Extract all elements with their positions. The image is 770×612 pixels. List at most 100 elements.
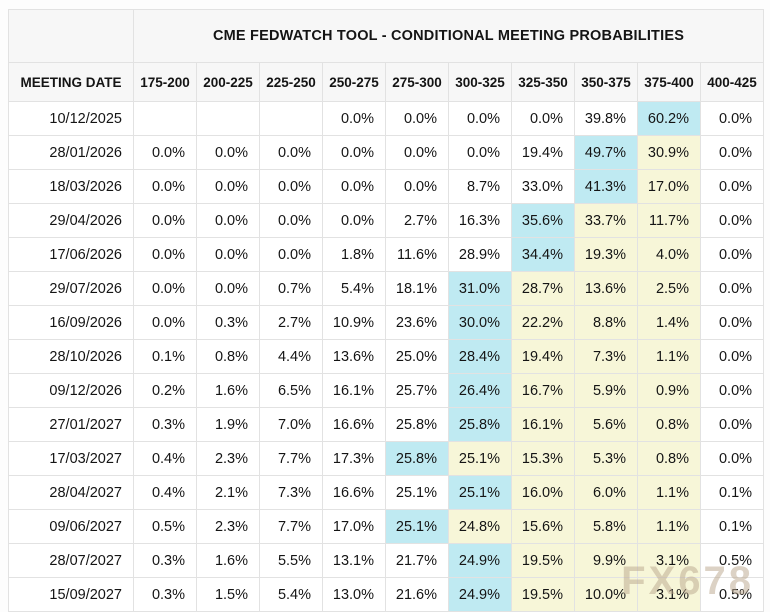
rate-bucket-header: 175-200	[133, 62, 197, 102]
meeting-date-cell: 17/06/2026	[8, 237, 134, 272]
probability-cell: 0.0%	[699, 237, 765, 272]
rate-bucket-header: 250-275	[322, 62, 386, 102]
probability-cell: 25.1%	[448, 475, 512, 510]
probability-cell: 0.0%	[133, 203, 197, 238]
probability-cell: 17.0%	[637, 169, 701, 204]
probability-cell: 15.6%	[511, 509, 575, 544]
probability-cell: 0.0%	[259, 203, 323, 238]
probability-cell: 13.1%	[322, 543, 386, 578]
probability-cell: 0.1%	[699, 509, 765, 544]
probability-cell: 6.0%	[574, 475, 638, 510]
probability-cell: 21.7%	[385, 543, 449, 578]
probability-cell: 10.0%	[574, 577, 638, 612]
probability-cell: 60.2%	[637, 101, 701, 136]
probability-cell: 8.8%	[574, 305, 638, 340]
table-row: 28/10/2026 0.1% 0.8% 4.4% 13.6% 25.0% 28.4% 19.…	[8, 339, 765, 374]
probability-cell: 16.7%	[511, 373, 575, 408]
table-row: 28/07/2027 0.3% 1.6% 5.5% 13.1% 21.7% 24.9% 19.…	[8, 543, 765, 578]
meeting-date-cell: 16/09/2026	[8, 305, 134, 340]
probability-cell: 33.0%	[511, 169, 575, 204]
probability-cell: 28.9%	[448, 237, 512, 272]
probability-table: CME FEDWATCH TOOL - CONDITIONAL MEETING …	[8, 9, 765, 612]
probability-cell: 39.8%	[574, 101, 638, 136]
probability-cell: 5.6%	[574, 407, 638, 442]
probability-cell: 7.3%	[574, 339, 638, 374]
probability-cell: 0.0%	[448, 101, 512, 136]
probability-cell	[259, 101, 323, 136]
probability-cell: 17.3%	[322, 441, 386, 476]
probability-cell: 0.0%	[259, 169, 323, 204]
probability-cell: 0.0%	[196, 169, 260, 204]
probability-cell: 5.4%	[259, 577, 323, 612]
probability-cell: 0.5%	[699, 543, 765, 578]
probability-cell: 1.1%	[637, 509, 701, 544]
probability-cell: 25.8%	[385, 407, 449, 442]
probability-cell: 0.0%	[385, 101, 449, 136]
probability-cell: 16.3%	[448, 203, 512, 238]
table-row: 18/03/2026 0.0% 0.0% 0.0% 0.0% 0.0% 8.7% 33.0% 4…	[8, 169, 765, 204]
probability-cell: 7.7%	[259, 441, 323, 476]
probability-cell: 0.0%	[133, 271, 197, 306]
probability-cell: 0.0%	[448, 135, 512, 170]
probability-cell: 3.1%	[637, 543, 701, 578]
probability-cell: 13.6%	[322, 339, 386, 374]
meeting-date-cell: 27/01/2027	[8, 407, 134, 442]
table-body: 10/12/2025 0.0% 0.0% 0.0% 0.0% 39.8% 60.2% 0.0%…	[8, 101, 765, 612]
probability-cell: 24.9%	[448, 577, 512, 612]
probability-cell: 0.0%	[699, 373, 765, 408]
probability-cell: 41.3%	[574, 169, 638, 204]
probability-cell: 0.1%	[699, 475, 765, 510]
meeting-date-cell: 29/04/2026	[8, 203, 134, 238]
table-row: 27/01/2027 0.3% 1.9% 7.0% 16.6% 25.8% 25.8% 16.…	[8, 407, 765, 442]
probability-cell: 7.7%	[259, 509, 323, 544]
probability-cell: 2.3%	[196, 441, 260, 476]
probability-cell: 16.0%	[511, 475, 575, 510]
probability-cell: 19.4%	[511, 339, 575, 374]
probability-cell	[133, 101, 197, 136]
probability-cell: 23.6%	[385, 305, 449, 340]
probability-cell: 26.4%	[448, 373, 512, 408]
meeting-date-cell: 29/07/2026	[8, 271, 134, 306]
probability-cell: 0.0%	[196, 203, 260, 238]
table-row: 28/01/2026 0.0% 0.0% 0.0% 0.0% 0.0% 0.0% 19.4% 4…	[8, 135, 765, 170]
probability-cell: 25.1%	[385, 475, 449, 510]
probability-cell: 0.0%	[322, 169, 386, 204]
corner-cell	[8, 9, 134, 63]
probability-cell: 24.8%	[448, 509, 512, 544]
probability-cell: 0.3%	[133, 543, 197, 578]
meeting-date-cell: 18/03/2026	[8, 169, 134, 204]
probability-cell: 0.0%	[699, 135, 765, 170]
probability-cell: 0.0%	[699, 339, 765, 374]
rate-bucket-header: 350-375	[574, 62, 638, 102]
probability-cell: 2.7%	[259, 305, 323, 340]
table-row: 29/07/2026 0.0% 0.0% 0.7% 5.4% 18.1% 31.0% 28.7…	[8, 271, 765, 306]
probability-cell: 0.4%	[133, 475, 197, 510]
table-row: 17/03/2027 0.4% 2.3% 7.7% 17.3% 25.8% 25.1% 15.…	[8, 441, 765, 476]
meeting-date-cell: 10/12/2025	[8, 101, 134, 136]
probability-cell: 25.8%	[448, 407, 512, 442]
probability-cell: 1.8%	[322, 237, 386, 272]
meeting-date-cell: 28/01/2026	[8, 135, 134, 170]
probability-cell: 0.0%	[133, 135, 197, 170]
probability-cell: 28.4%	[448, 339, 512, 374]
probability-cell: 0.0%	[699, 305, 765, 340]
probability-cell: 25.1%	[448, 441, 512, 476]
probability-cell: 19.5%	[511, 577, 575, 612]
meeting-date-cell: 17/03/2027	[8, 441, 134, 476]
probability-cell: 0.0%	[259, 135, 323, 170]
probability-cell: 6.5%	[259, 373, 323, 408]
probability-cell: 0.0%	[196, 271, 260, 306]
probability-cell: 19.5%	[511, 543, 575, 578]
probability-cell: 24.9%	[448, 543, 512, 578]
rate-bucket-header: 225-250	[259, 62, 323, 102]
meeting-date-cell: 09/12/2026	[8, 373, 134, 408]
probability-cell: 1.6%	[196, 543, 260, 578]
probability-cell: 49.7%	[574, 135, 638, 170]
meeting-date-header: MEETING DATE	[8, 62, 134, 102]
probability-cell: 31.0%	[448, 271, 512, 306]
meeting-date-cell: 28/07/2027	[8, 543, 134, 578]
table-title: CME FEDWATCH TOOL - CONDITIONAL MEETING …	[132, 9, 765, 63]
table-row: 28/04/2027 0.4% 2.1% 7.3% 16.6% 25.1% 25.1% 16.…	[8, 475, 765, 510]
probability-cell: 15.3%	[511, 441, 575, 476]
